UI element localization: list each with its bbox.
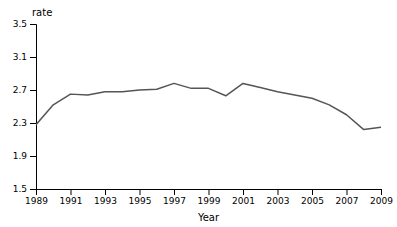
line [36, 83, 381, 129]
tick-label: 3.1 [13, 52, 27, 62]
y-axis: 1.5 1.9 2.3 2.7 3.1 3.5 [13, 19, 37, 194]
tick-label: 2005 [301, 196, 324, 206]
tick: 1.9 [13, 151, 36, 161]
tick: 1989 [25, 189, 48, 206]
tick: 1997 [163, 189, 186, 206]
tick: 1993 [94, 189, 117, 206]
y-axis-title: rate [32, 7, 52, 18]
tick-mark [312, 189, 313, 195]
tick-mark [381, 189, 382, 195]
tick: 3.1 [13, 52, 36, 62]
tick-mark [30, 90, 36, 91]
tick-mark [30, 189, 36, 190]
tick-label: 1997 [163, 196, 186, 206]
tick: 2005 [301, 189, 324, 206]
axis-line [30, 25, 37, 190]
tick-label: 2.7 [13, 85, 27, 95]
tick-mark [243, 189, 244, 195]
tick: 2009 [370, 189, 393, 206]
marks [36, 83, 381, 129]
tick-mark [347, 189, 348, 195]
tick-label: 3.5 [13, 19, 27, 29]
tick-mark [209, 189, 210, 195]
x-axis: 1989 1991 1993 1995 1997 1999 2001 2003 2005 2007… [25, 189, 393, 206]
tick: 2001 [232, 189, 255, 206]
tick: 2003 [267, 189, 290, 206]
tick: 1.5 [13, 184, 36, 194]
tick-mark [174, 189, 175, 195]
tick: 2.3 [13, 118, 36, 128]
tick-mark [30, 57, 36, 58]
tick: 2.7 [13, 85, 36, 95]
tick: 1991 [60, 189, 83, 206]
tick: 2007 [336, 189, 359, 206]
tick-label: 2.3 [13, 118, 27, 128]
tick-label: 2009 [370, 196, 393, 206]
chart: 1989 1991 1993 1995 1997 1999 2001 2003 2005 2007… [0, 0, 397, 227]
tick-label: 1.5 [13, 184, 27, 194]
tick-mark [30, 24, 36, 25]
tick-mark [278, 189, 279, 195]
tick-mark [30, 123, 36, 124]
tick-mark [105, 189, 106, 195]
tick: 1995 [129, 189, 152, 206]
tick-mark [30, 156, 36, 157]
tick-label: 2007 [336, 196, 359, 206]
tick-label: 1993 [94, 196, 117, 206]
tick-label: 1995 [129, 196, 152, 206]
tick-label: 2001 [232, 196, 255, 206]
axis-line [37, 190, 382, 196]
tick-label: 1989 [25, 196, 48, 206]
tick-label: 1.9 [13, 151, 28, 161]
x-axis-title: Year [197, 212, 220, 223]
tick: 3.5 [13, 19, 36, 29]
tick-mark [140, 189, 141, 195]
plot-area: 1989 1991 1993 1995 1997 1999 2001 2003 2005 2007… [13, 19, 394, 206]
tick-label: 1999 [198, 196, 221, 206]
tick-label: 1991 [60, 196, 83, 206]
tick-label: 2003 [267, 196, 290, 206]
tick: 1999 [198, 189, 221, 206]
tick-mark [71, 189, 72, 195]
